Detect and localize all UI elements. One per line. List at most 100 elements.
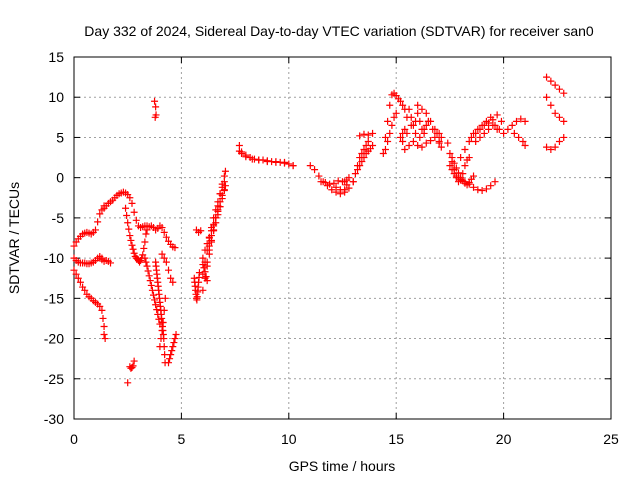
data-point [152,301,160,309]
data-point [289,162,297,170]
data-point [472,137,480,145]
data-point [422,139,430,147]
y-tick-label: -5 [52,210,65,226]
x-tick-label: 10 [281,431,297,447]
data-point [129,362,137,370]
data-point [170,339,178,347]
data-point [543,73,551,81]
data-point [127,236,135,244]
data-point [497,117,505,125]
data-point [149,291,157,299]
data-point [493,111,501,119]
data-point [203,258,211,266]
data-point [390,113,398,121]
data-point [160,228,168,236]
data-point [446,162,454,170]
data-point [401,146,409,154]
data-point [321,178,329,186]
data-point [467,133,475,141]
data-point [431,125,439,133]
data-point [317,178,325,186]
data-point [560,133,568,141]
data-point [364,131,372,139]
data-point [521,117,529,125]
data-point [101,335,109,343]
y-tick-label: -20 [44,331,64,347]
data-point [465,137,473,145]
data-point [157,335,165,343]
data-point [315,172,323,180]
data-point [465,154,473,162]
data-point [306,162,314,170]
data-point [195,269,203,277]
data-point [216,203,224,211]
data-point [212,214,220,222]
x-axis-label: GPS time / hours [289,458,396,474]
data-point [154,310,162,318]
data-point [91,226,99,234]
data-point [356,132,364,140]
series-trace-k [158,250,177,286]
data-point [263,158,271,166]
x-tick-label: 5 [178,431,186,447]
data-point [153,306,161,314]
series-trace-ar [467,111,505,141]
data-point [547,77,555,85]
data-point [141,238,149,246]
series-trace-f [122,204,151,266]
data-point [248,155,256,163]
series-trace-au [510,129,529,149]
data-point [399,137,407,145]
data-point [156,343,164,351]
data-point [515,133,523,141]
data-point [123,211,131,219]
chart-title: Day 332 of 2024, Sidereal Day-to-day VTE… [84,23,594,39]
data-point [171,335,179,343]
y-tick-label: -30 [44,411,64,427]
data-point [221,167,229,175]
data-point [422,121,430,129]
data-point [478,187,486,195]
data-point [76,278,84,286]
data-point [555,113,563,121]
data-point [551,81,559,89]
data-point [128,364,136,372]
data-point [285,160,293,168]
data-point [152,103,160,111]
data-point [480,129,488,137]
data-point [143,262,151,270]
x-tick-label: 15 [388,431,404,447]
y-tick-label: 15 [48,49,64,65]
data-point [487,182,495,190]
y-tick-label: 10 [48,89,64,105]
data-point [476,133,484,141]
series-trace-ai [399,117,445,145]
data-point [485,119,493,127]
data-point [96,302,104,310]
data-point [128,199,136,207]
data-point [99,314,107,322]
data-point [201,246,209,254]
data-point [472,129,480,137]
data-point [437,133,445,141]
data-point [124,219,132,227]
data-point [403,129,411,137]
data-point [476,125,484,133]
data-point [369,129,377,137]
data-point [130,208,138,216]
series-trace-z [317,177,351,189]
data-point [459,170,467,178]
data-point [356,162,364,170]
data-point [147,281,155,289]
series-trace-aw [543,93,568,125]
data-point [461,146,469,154]
data-point [94,218,102,226]
series-trace-ak [414,101,443,137]
series-trace-ad [356,129,377,140]
series-trace-w [235,141,297,170]
data-point [560,117,568,125]
data-point [431,133,439,141]
y-tick-label: -10 [44,250,64,266]
series-trace-a [70,202,108,250]
